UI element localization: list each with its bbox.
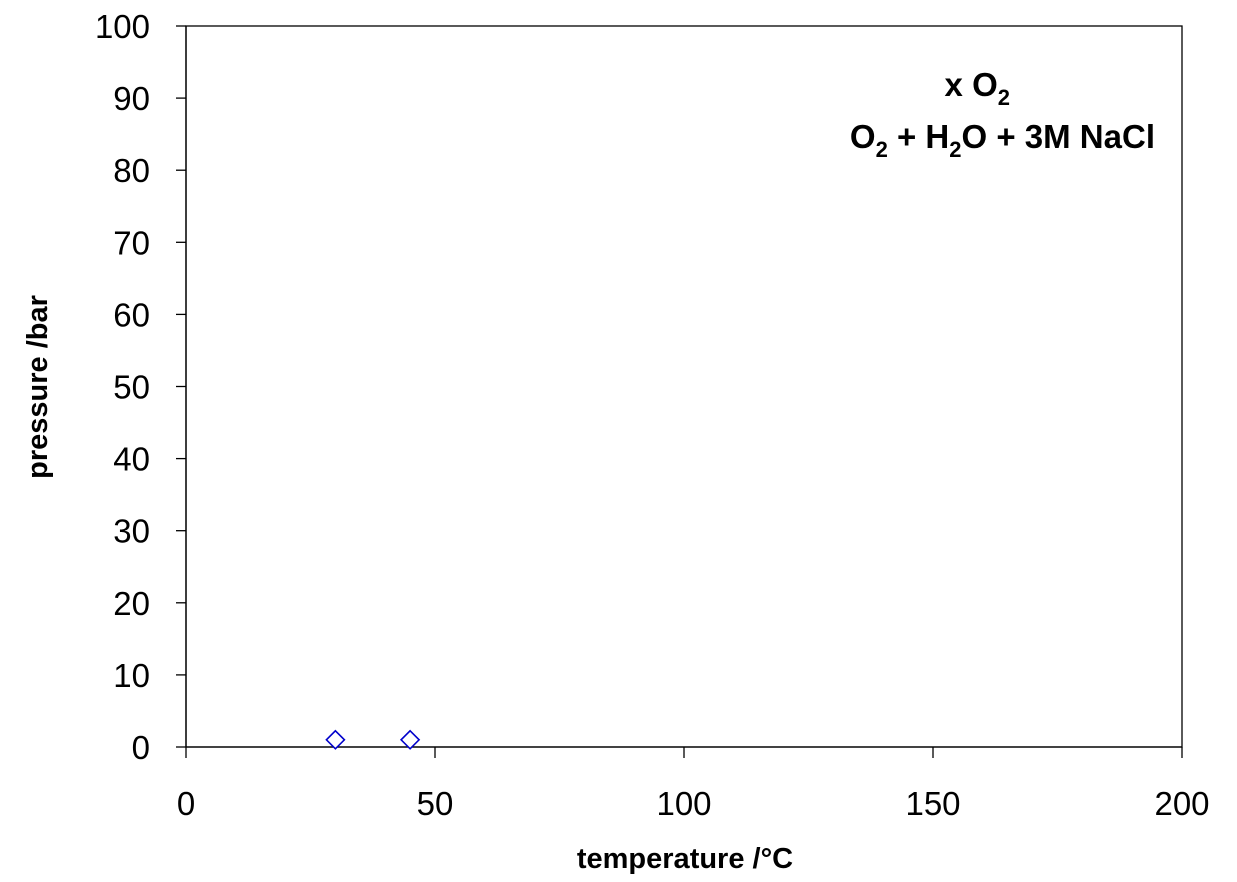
annotation-line-2-o: O [850, 118, 876, 155]
annotation-line-2-sub-1: 2 [876, 137, 888, 162]
tick-labels: 0 10 20 30 40 50 60 70 80 90 100 0 50 100 150 200 [95, 8, 1210, 822]
y-tick-label: 60 [113, 296, 150, 333]
y-tick-label: 80 [113, 152, 150, 189]
y-tick-label: 0 [132, 729, 150, 766]
y-axis-title: pressure /bar [22, 295, 54, 479]
y-tick-label: 20 [113, 585, 150, 622]
annotation-line-2-sub-2: 2 [949, 137, 961, 162]
annotation-line-2-rest: O + 3M NaCl [962, 118, 1155, 155]
y-tick-label: 50 [113, 369, 150, 406]
axis-ticks [176, 25, 1183, 758]
x-tick-label: 150 [905, 785, 960, 822]
y-tick-label: 70 [113, 224, 150, 261]
annotation-line-2-plus-h: + H [888, 118, 949, 155]
x-tick-label: 0 [177, 785, 195, 822]
data-points [325, 729, 421, 750]
y-tick-label: 90 [113, 80, 150, 117]
annotation-line-1-subscript: 2 [998, 85, 1010, 110]
data-point [325, 729, 346, 750]
y-tick-label: 30 [113, 513, 150, 550]
x-axis-title: temperature /°C [577, 843, 793, 875]
x-tick-label: 200 [1154, 785, 1209, 822]
y-tick-label: 10 [113, 657, 150, 694]
y-tick-label: 100 [95, 8, 150, 45]
annotation-line-1: x O2 [945, 66, 1010, 110]
x-tick-label: 100 [656, 785, 711, 822]
data-point [399, 729, 421, 750]
x-tick-label: 50 [417, 785, 454, 822]
annotation-line-2: O2 + H2O + 3M NaCl [850, 118, 1155, 162]
y-tick-label: 40 [113, 441, 150, 478]
annotation-line-1-main: x O [945, 66, 998, 103]
